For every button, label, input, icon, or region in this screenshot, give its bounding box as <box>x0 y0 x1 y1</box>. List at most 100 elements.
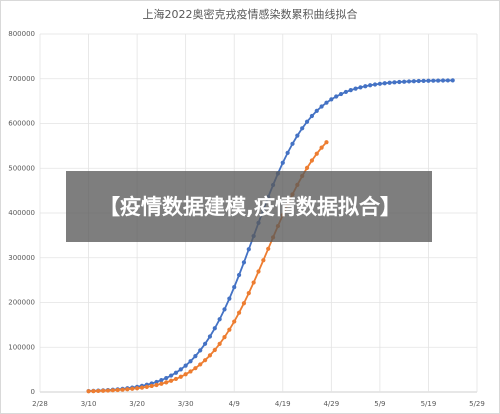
data-point <box>324 100 329 105</box>
data-point <box>91 389 96 394</box>
x-tick-label: 5/29 <box>469 400 485 408</box>
data-point <box>241 301 247 306</box>
data-point <box>217 341 222 346</box>
data-point <box>135 386 140 391</box>
data-point <box>236 272 242 278</box>
data-point <box>421 78 426 83</box>
data-point <box>202 358 208 363</box>
data-point <box>426 78 431 83</box>
data-point <box>411 79 416 84</box>
data-point <box>436 78 441 83</box>
data-point <box>382 81 387 86</box>
data-point <box>159 381 164 386</box>
data-point <box>338 91 344 97</box>
data-point <box>372 82 378 87</box>
data-point <box>169 373 174 378</box>
data-point <box>232 285 237 290</box>
data-point <box>154 382 159 388</box>
x-tick-label: 4/9 <box>229 400 240 408</box>
data-point <box>348 88 353 93</box>
x-tick-label: 3/10 <box>81 400 97 408</box>
data-point <box>212 326 217 331</box>
chart-title: 上海2022奥密克戎疫情感染数累积曲线拟合 <box>143 7 358 21</box>
x-tick-label: 4/29 <box>323 400 339 408</box>
y-tick-label: 200000 <box>8 299 35 307</box>
y-tick-label: 500000 <box>8 164 35 172</box>
data-point <box>314 108 319 113</box>
data-point <box>256 269 261 274</box>
x-tick-label: 5/9 <box>374 400 385 408</box>
data-point <box>363 84 368 89</box>
data-point <box>178 367 183 372</box>
data-point <box>290 141 295 146</box>
x-tick-label: 5/19 <box>421 400 437 408</box>
data-point <box>96 388 101 394</box>
y-tick-label: 300000 <box>8 254 35 262</box>
data-point <box>164 375 169 381</box>
data-point <box>450 78 455 83</box>
data-point <box>300 126 305 131</box>
data-point <box>309 158 315 163</box>
data-point <box>101 388 106 393</box>
data-point <box>164 380 169 385</box>
data-point <box>445 78 450 83</box>
data-point <box>387 80 392 85</box>
data-point <box>314 151 319 156</box>
data-point <box>232 319 237 324</box>
data-point <box>188 359 193 364</box>
data-point <box>188 369 193 374</box>
data-point <box>304 119 310 124</box>
data-point <box>159 378 164 383</box>
y-tick-label: 0 <box>31 388 35 396</box>
x-tick-label: 3/20 <box>129 400 145 408</box>
data-point <box>261 258 266 263</box>
data-point <box>397 79 402 85</box>
data-point <box>154 379 159 385</box>
data-point <box>319 145 324 150</box>
data-point <box>319 104 324 109</box>
data-point <box>343 89 348 95</box>
data-point <box>120 387 125 392</box>
data-point <box>416 78 421 84</box>
data-point <box>309 113 315 119</box>
data-point <box>236 310 242 315</box>
data-point <box>222 307 227 312</box>
x-tick-label: 3/30 <box>178 400 194 408</box>
y-tick-label: 800000 <box>8 30 35 38</box>
data-point <box>334 94 339 99</box>
data-point <box>130 386 135 391</box>
data-point <box>139 385 145 390</box>
y-tick-label: 400000 <box>8 209 35 217</box>
data-point <box>193 366 198 371</box>
data-point <box>392 80 397 85</box>
data-point <box>149 383 154 389</box>
data-point <box>169 378 174 383</box>
data-point <box>295 133 300 138</box>
data-point <box>125 387 130 392</box>
data-point <box>280 160 285 165</box>
data-point <box>198 348 203 353</box>
y-tick-label: 600000 <box>8 120 35 128</box>
data-point <box>193 354 198 359</box>
banner: 【疫情数据建模,疫情数据拟合】 <box>66 171 432 242</box>
data-point <box>285 150 290 155</box>
data-point <box>324 140 329 145</box>
data-point <box>251 280 256 285</box>
data-point <box>173 370 179 375</box>
data-point <box>246 291 251 296</box>
data-point <box>86 389 91 394</box>
data-point <box>183 372 188 377</box>
data-point <box>207 353 213 358</box>
data-point <box>431 78 436 83</box>
data-point <box>406 79 412 84</box>
data-point <box>377 81 382 86</box>
x-tick-label: 4/19 <box>275 400 291 408</box>
data-point <box>212 347 217 353</box>
data-point <box>368 83 373 88</box>
y-tick-label: 100000 <box>8 343 35 351</box>
data-point <box>105 388 111 393</box>
data-point <box>440 78 446 83</box>
data-point <box>353 86 358 91</box>
data-point <box>178 374 183 379</box>
